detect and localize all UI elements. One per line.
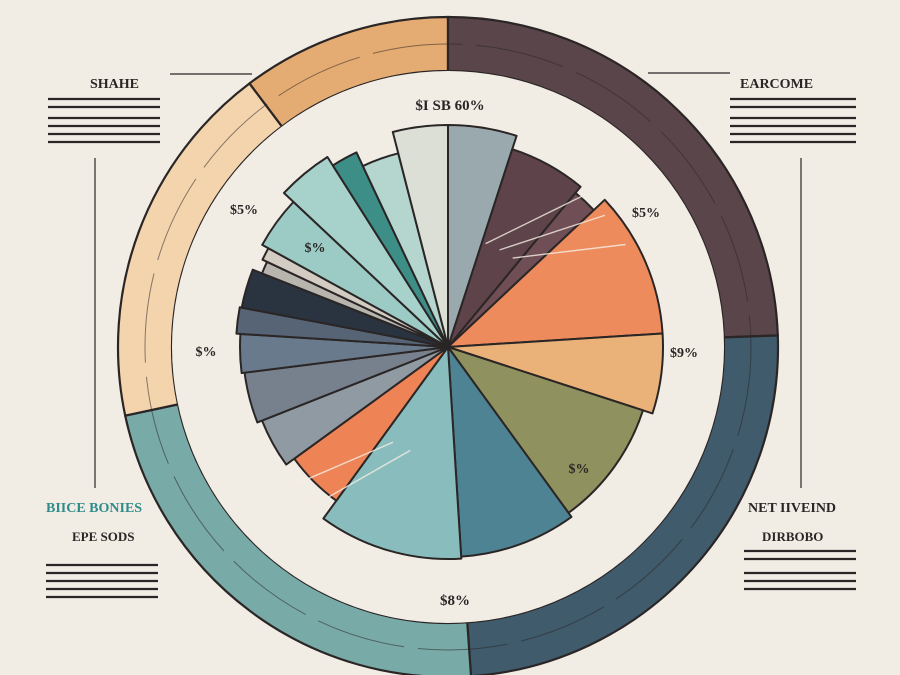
label-upper-right: $5% bbox=[632, 206, 660, 221]
label-inner-left: $% bbox=[305, 241, 326, 256]
pie-slice-7 bbox=[447, 346, 573, 558]
slice-highlight-1 bbox=[485, 194, 586, 245]
label-bottom: $8% bbox=[440, 593, 470, 609]
pie-slice-8 bbox=[322, 346, 463, 560]
pie-slice-4 bbox=[447, 198, 664, 348]
bottom-right-rules bbox=[744, 549, 856, 591]
pie-slice-6 bbox=[447, 346, 644, 514]
bottom-left-panel-subtitle: EPE SODS bbox=[72, 529, 135, 544]
pie-slice-14 bbox=[240, 268, 449, 348]
bottom-left-rules bbox=[46, 563, 158, 599]
pie-slice-18 bbox=[282, 156, 449, 348]
pie-slice-5 bbox=[447, 332, 664, 415]
bottom-right-panel-title: NET IIVEIND bbox=[748, 501, 836, 516]
pie-slices bbox=[235, 124, 664, 560]
label-upper-left: $5% bbox=[230, 203, 258, 218]
pie-slice-21 bbox=[391, 124, 449, 348]
label-left: $% bbox=[196, 345, 217, 360]
top-left-rules bbox=[48, 97, 160, 144]
ring-segment-5 bbox=[116, 81, 284, 417]
top-left-panel-title: SHAHE bbox=[90, 77, 139, 92]
outer-ring bbox=[116, 15, 780, 675]
slice-highlight-5 bbox=[295, 441, 394, 485]
bottom-left-panel-title: BIICE BONIES bbox=[46, 501, 142, 516]
slice-highlight-2 bbox=[499, 214, 606, 251]
pie-slice-19 bbox=[331, 151, 449, 348]
slice-highlight-3 bbox=[512, 243, 626, 259]
bottom-left-panel: BIICE BONIES EPE SODS bbox=[46, 501, 158, 599]
pie-labels: $I SB 60% $5% $% $% $5% $9% $% $8% bbox=[196, 98, 699, 609]
top-left-panel: SHAHE bbox=[48, 73, 252, 488]
label-lower-right: $% bbox=[569, 462, 590, 477]
slice-highlight-4 bbox=[315, 449, 411, 505]
bottom-right-panel: NET IIVEIND DIRBOBO bbox=[744, 501, 856, 591]
top-right-panel: EARCOME bbox=[648, 72, 856, 488]
top-right-panel-title: EARCOME bbox=[740, 77, 813, 92]
pie-slice-2 bbox=[447, 148, 582, 348]
label-slice-top: $I SB 60% bbox=[415, 98, 484, 114]
bottom-right-panel-subtitle: DIRBOBO bbox=[762, 529, 823, 544]
top-right-rules bbox=[730, 97, 856, 144]
label-right: $9% bbox=[670, 346, 698, 361]
ring-stripe bbox=[144, 43, 752, 651]
